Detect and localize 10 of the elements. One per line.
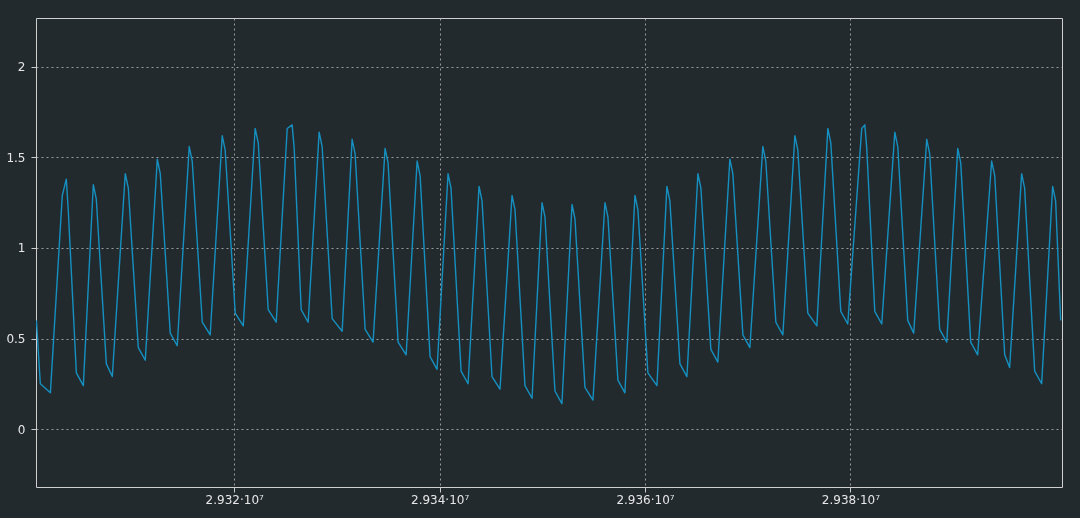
y-tick-label: 1 bbox=[17, 241, 26, 256]
y-tick-label: 0.5 bbox=[6, 332, 26, 347]
y-tick-label: 2 bbox=[17, 60, 26, 75]
x-tick-label: 2.934·10⁷ bbox=[411, 492, 470, 507]
y-tick-label: 0 bbox=[17, 422, 26, 437]
x-tick-label: 2.932·10⁷ bbox=[205, 492, 265, 507]
x-tick-label: 2.938·10⁷ bbox=[821, 492, 881, 507]
line-series bbox=[36, 124, 1062, 405]
y-tick-label: 1.5 bbox=[6, 150, 26, 165]
x-tick-label: 2.936·10⁷ bbox=[616, 492, 675, 507]
